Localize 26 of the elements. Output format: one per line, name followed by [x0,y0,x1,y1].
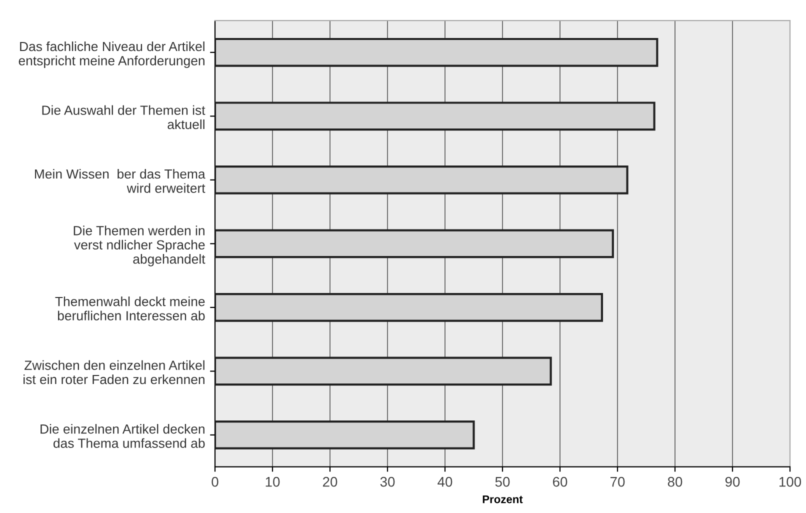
y-tick-label: Die Themen werden in verst ndlicher Sprache abgehandelt [74,226,206,266]
x-tick-label: 90 [725,476,740,487]
y-tick-label: Das fachliche Niveau der Artikel entspricht meine Anforderungen [18,41,204,68]
x-tick-label: 60 [552,476,568,487]
x-tick-label: 40 [438,476,452,487]
bar [215,229,614,258]
y-tick-label: Mein Wissen ber das Thema wird erweitert [35,168,206,193]
x-axis-title: Prozent [482,495,523,504]
x-tick-label: 0 [212,476,218,487]
x-tick-label: 50 [495,476,510,487]
x-tick-label: 80 [668,476,682,487]
bar [215,165,628,194]
bar [215,356,552,386]
x-tick-label: 70 [610,476,625,487]
bar [215,420,475,450]
y-tick-label: Die einzelnen Artikel decken das Thema umfassend ab [40,424,205,448]
x-tick-label: 20 [322,476,338,487]
y-tick-label: Die Auswahl der Themen ist aktuell [42,105,206,130]
y-tick-label: Zwischen den einzelnen Artikel ist ein roter Faden zu erkennen [24,360,204,384]
y-tick-label: Themenwahl deckt meine beruflichen Interessen ab [55,296,205,320]
bar [215,102,656,131]
x-tick-label: 100 [779,476,802,487]
bar [215,293,604,322]
x-tick-label: 10 [266,476,280,487]
bar [215,38,658,67]
x-tick-label: 30 [380,476,395,487]
